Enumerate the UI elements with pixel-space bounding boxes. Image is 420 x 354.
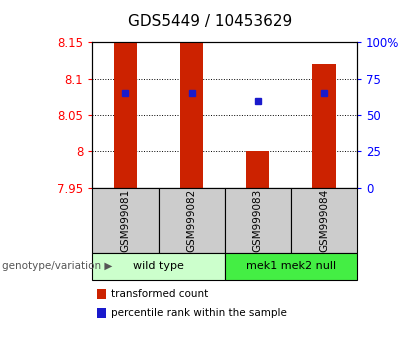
Text: GSM999083: GSM999083 — [253, 189, 263, 252]
Text: GDS5449 / 10453629: GDS5449 / 10453629 — [128, 14, 292, 29]
Bar — [114, 42, 137, 188]
Bar — [312, 64, 336, 188]
Text: GSM999084: GSM999084 — [319, 189, 329, 252]
Text: GSM999082: GSM999082 — [186, 189, 197, 252]
Text: mek1 mek2 null: mek1 mek2 null — [246, 261, 336, 272]
Bar — [246, 152, 269, 188]
Text: GSM999081: GSM999081 — [121, 189, 131, 252]
Text: percentile rank within the sample: percentile rank within the sample — [111, 308, 287, 318]
Text: transformed count: transformed count — [111, 289, 208, 299]
Text: wild type: wild type — [133, 261, 184, 272]
Bar — [180, 42, 203, 188]
Text: genotype/variation ▶: genotype/variation ▶ — [2, 261, 113, 272]
